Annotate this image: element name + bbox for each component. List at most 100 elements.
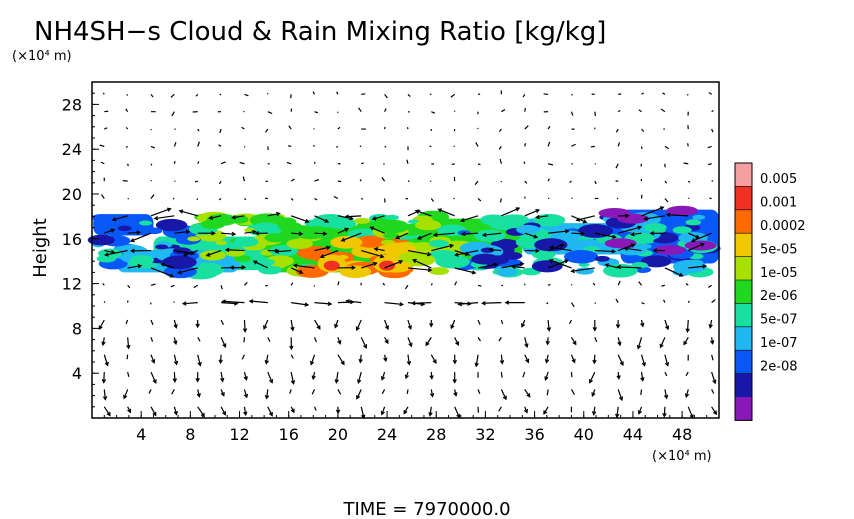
wind-arrow [104, 127, 108, 130]
wind-arrow [249, 300, 268, 304]
wind-arrow [112, 215, 128, 221]
wind-arrow-head [290, 380, 296, 385]
wind-arrow [524, 107, 526, 112]
wind-arrow-head [398, 259, 404, 265]
wind-arrow-head [384, 339, 389, 345]
wind-arrow-head [611, 249, 617, 254]
wind-arrow [498, 337, 502, 342]
wind-arrow [335, 145, 339, 148]
wind-arrow [589, 371, 596, 383]
wind-arrow-head [173, 324, 178, 329]
wind-arrow [161, 263, 175, 269]
wind-arrow [644, 215, 665, 220]
wind-arrow [267, 212, 280, 217]
wind-arrow [708, 284, 712, 289]
colorbar-label: 0.001 [760, 196, 797, 211]
cloud-patch [531, 249, 556, 260]
wind-arrow [512, 265, 525, 269]
wind-arrow-head [460, 231, 466, 237]
wind-arrow [546, 389, 549, 396]
wind-arrow [477, 163, 481, 166]
wind-arrow [666, 214, 689, 217]
y-unit-label: (×10⁴ m) [12, 49, 72, 64]
wind-arrow-head [151, 359, 156, 364]
wind-arrow [548, 230, 569, 234]
wind-arrow [130, 232, 152, 242]
wind-arrow-head [383, 357, 388, 363]
cloud-patch [398, 251, 428, 264]
cloud-patch [138, 263, 152, 269]
wind-arrow [361, 162, 364, 165]
cloud-patch [374, 219, 410, 234]
wind-arrow-head [337, 340, 342, 345]
wind-arrow [360, 197, 364, 200]
wind-arrow [641, 128, 645, 133]
wind-arrow-head [254, 231, 260, 236]
wind-arrow-head [427, 267, 433, 273]
wind-arrow [125, 145, 128, 148]
wind-arrow-head [102, 396, 108, 401]
wind-arrow [570, 389, 576, 395]
wind-arrow-head [345, 299, 350, 304]
x-unit-label: (×10⁴ m) [652, 449, 712, 464]
wind-arrow-head [126, 344, 131, 350]
wind-arrow-head [637, 225, 643, 230]
cloud-patch [672, 226, 692, 234]
wind-arrow [125, 126, 129, 130]
wind-arrow-head [195, 377, 200, 383]
wind-arrow [454, 281, 458, 286]
wind-arrow [641, 92, 644, 95]
cloud-patch [516, 224, 541, 235]
wind-arrow [617, 337, 621, 346]
wind-arrow [150, 319, 154, 326]
cloud-patch [354, 217, 371, 224]
wind-arrow [267, 111, 273, 115]
wind-arrow [594, 232, 616, 238]
wind-arrow-head [169, 273, 175, 278]
wind-arrow [150, 208, 171, 217]
wind-arrow [127, 163, 129, 167]
wind-arrow [430, 354, 437, 364]
cloud-patch [258, 265, 282, 275]
cloud-patch [685, 219, 702, 226]
wind-arrow [407, 319, 412, 329]
wind-arrow [590, 145, 595, 148]
wind-arrow-head [101, 379, 107, 384]
wind-arrow [661, 284, 666, 287]
wind-arrow-head [623, 246, 628, 251]
y-tick-label: 24 [62, 140, 82, 159]
wind-arrow-head [437, 208, 442, 213]
wind-arrow [290, 354, 294, 359]
colorbar: 0.005 0.001 0.0002 5e-05 1e-05 2e-06 5e-07 1e-0… [734, 162, 806, 421]
y-axis: 4 8 12 16 20 24 28 [62, 92, 99, 408]
wind-arrow-head [591, 411, 597, 416]
wind-arrow [711, 128, 714, 133]
wind-arrow [707, 145, 712, 149]
wind-arrow-head [525, 358, 530, 364]
wind-arrow [711, 371, 716, 384]
x-tick-label: 12 [229, 425, 249, 444]
wind-arrow-head [524, 343, 529, 349]
wind-arrow [617, 389, 623, 401]
wind-arrow-head [129, 238, 135, 243]
wind-arrow [150, 267, 174, 278]
wind-arrow-head [243, 411, 248, 417]
wind-arrow-head [617, 341, 622, 347]
wind-arrow [197, 141, 200, 147]
wind-arrow-head [570, 268, 575, 274]
wind-arrow-head [274, 249, 280, 254]
wind-arrow [594, 337, 598, 343]
wind-arrow-head [351, 265, 356, 270]
wind-arrow [571, 232, 584, 235]
wind-arrow-head [564, 229, 570, 234]
wind-arrow [197, 354, 201, 366]
colorbar-label: 0.005 [760, 172, 797, 187]
cloud-patch [428, 267, 450, 276]
wind-arrow-head [665, 212, 671, 218]
wind-arrow-head [533, 234, 539, 239]
wind-arrow [477, 263, 498, 269]
wind-arrow-head [224, 247, 230, 253]
wind-arrow [290, 178, 295, 182]
wind-arrow [314, 215, 329, 223]
colorbar-swatch [735, 256, 752, 280]
